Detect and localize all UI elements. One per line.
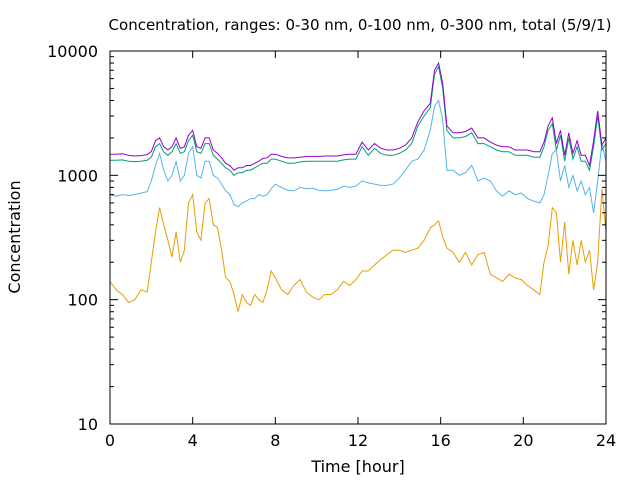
x-tick-label: 0 [105, 431, 115, 450]
series-line-4 [110, 61, 607, 171]
series-line-2 [109, 99, 607, 213]
chart-title: Concentration, ranges: 0-30 nm, 0-100 nm… [109, 16, 612, 34]
plot-lines [109, 61, 607, 312]
plot-frame [109, 50, 607, 425]
x-tick-label: 4 [188, 431, 198, 450]
x-tick-label: 16 [430, 431, 450, 450]
series-line-1 [109, 188, 607, 312]
x-axis: 0 4 8 12 16 20 24 [105, 51, 616, 450]
x-axis-label: Time [hour] [310, 457, 404, 476]
x-tick-label: 12 [348, 431, 368, 450]
y-axis-label: Concentration [5, 180, 24, 293]
y-tick-label: 10 [78, 415, 98, 434]
y-axis: 10 100 1000 10000 [47, 42, 606, 434]
y-tick-label: 100 [67, 291, 98, 310]
x-tick-label: 20 [513, 431, 533, 450]
y-tick-label: 1000 [57, 166, 98, 185]
x-tick-label: 24 [596, 431, 616, 450]
x-tick-label: 8 [270, 431, 280, 450]
series-line-3 [110, 64, 607, 176]
y-tick-label: 10000 [47, 42, 98, 61]
